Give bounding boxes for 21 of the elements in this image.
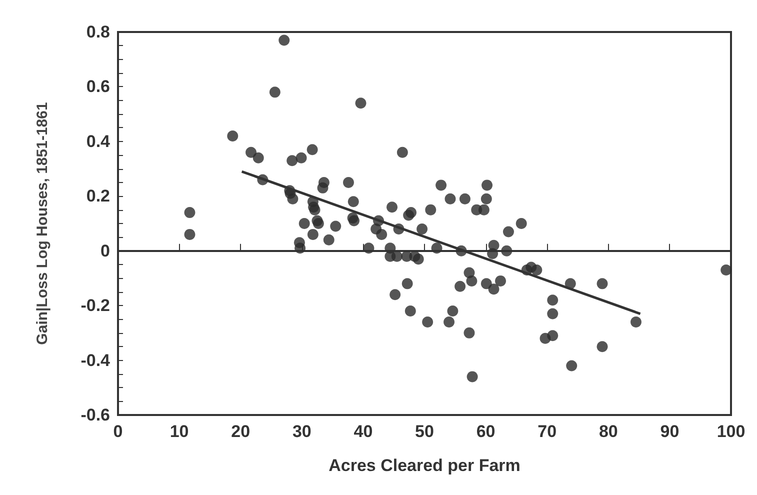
x-tick-label: 100: [716, 422, 746, 441]
x-tick-label: 10: [170, 422, 189, 441]
y-tick-label: 0.6: [86, 77, 110, 96]
x-tick-label: 30: [292, 422, 312, 441]
y-tick-label: -0.2: [80, 296, 110, 316]
x-tick-label: 60: [476, 422, 496, 441]
y-tick-label: 0.8: [86, 22, 110, 42]
x-tick-label: 90: [660, 422, 680, 441]
x-tick-label: 20: [231, 422, 250, 441]
x-tick-label: 40: [354, 422, 373, 441]
x-axis-title: Acres Cleared per Farm: [328, 456, 520, 475]
y-tick-label: -0.4: [80, 350, 111, 370]
x-tick-label: 70: [538, 422, 557, 441]
y-axis-title: Gain|Loss Log Houses, 1851-1861: [34, 102, 51, 345]
x-tick-label: 50: [415, 422, 434, 441]
x-tick-label: 80: [598, 422, 618, 441]
y-tick-label: 0: [100, 241, 110, 260]
y-tick-label: 0.4: [86, 132, 111, 151]
x-tick-label: 0: [113, 422, 123, 441]
y-tick-label: 0.2: [86, 186, 110, 206]
y-tick-label: -0.6: [80, 406, 110, 424]
